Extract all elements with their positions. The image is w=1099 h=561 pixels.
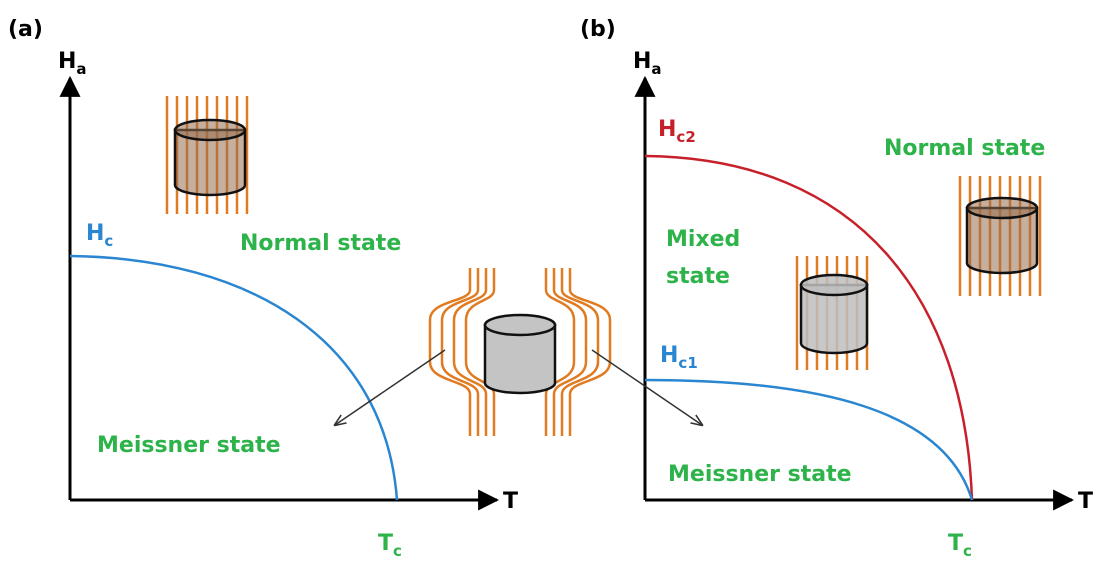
diagram: (a) Ha T Hc Tc Normal state Meissner sta… [0, 0, 1099, 561]
symbol: T [948, 531, 963, 556]
symbol: T [378, 531, 393, 556]
cylinder-top [967, 198, 1037, 218]
cylinder-top [801, 275, 867, 295]
cylinder-top [175, 120, 245, 140]
region-label: Normal state [240, 231, 401, 256]
subscript: a [76, 60, 86, 78]
symbol: H [86, 221, 104, 246]
subscript: a [651, 60, 661, 78]
cylinder-top [485, 315, 555, 335]
x-axis-label: T [1078, 489, 1093, 514]
curve-label: Hc [86, 221, 113, 250]
region-label: Meissner state [97, 433, 281, 458]
x-axis-label: T [503, 489, 518, 514]
field-line [562, 268, 598, 436]
subscript: c1 [678, 354, 697, 372]
region-label: state [666, 264, 730, 289]
y-axis-label: Ha [633, 49, 662, 78]
subscript: c2 [676, 128, 695, 146]
pointer-arrow [335, 350, 445, 425]
symbol: H [658, 117, 676, 142]
region-label: Meissner state [668, 462, 852, 487]
panel-label: (b) [580, 17, 616, 42]
y-axis-label: Ha [58, 49, 87, 78]
subscript: c [104, 232, 113, 250]
field-line [430, 268, 470, 436]
panel-label: (a) [8, 17, 43, 42]
hc-curve [70, 256, 397, 500]
tc-label: Tc [378, 531, 402, 560]
subscript: c [393, 542, 402, 560]
symbol: H [633, 49, 651, 74]
symbol: H [660, 343, 678, 368]
curve-label: Hc1 [660, 343, 698, 372]
tc-label: Tc [948, 531, 972, 560]
field-line [442, 268, 478, 436]
region-label: Normal state [884, 136, 1045, 161]
field-line [570, 268, 610, 436]
subscript: c [963, 542, 972, 560]
curve-label: Hc2 [658, 117, 696, 146]
region-label: Mixed [666, 227, 740, 252]
symbol: H [58, 49, 76, 74]
